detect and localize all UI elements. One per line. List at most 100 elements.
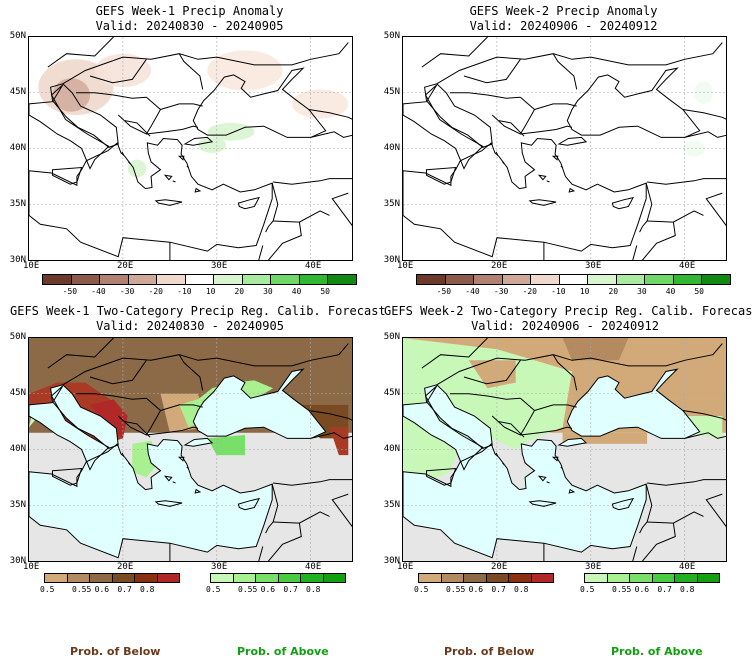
sea [403,385,483,470]
border-line [450,92,521,99]
above-colorbar-right [584,573,720,583]
coastline [557,437,588,447]
coastline [29,137,273,258]
border-line [682,109,726,120]
border-line [62,42,349,85]
colorbar-swatch [531,574,553,582]
colorbar-swatch [157,574,179,582]
coastline [403,438,647,559]
island [611,497,635,511]
border-line [160,103,203,110]
colorbar-swatch [675,574,698,582]
anomaly-colorbar-left [42,274,357,285]
island [560,165,563,168]
border-line [436,343,723,386]
colorbar-swatch [185,275,215,284]
border-line [258,546,264,561]
island [568,488,576,494]
colorbar-swatch [509,574,532,582]
colorbar-label: -50 [62,287,78,296]
lon-label: 40E [305,562,322,572]
border-line [641,222,676,260]
border-line [450,393,521,400]
colorbar-swatch [652,574,675,582]
border-line [632,245,638,260]
coastline [566,67,701,138]
sea [184,438,213,447]
colorbar-label: 0.8 [514,585,529,594]
colorbar-label: 0.5 [414,585,429,594]
colorbar-label: 0.8 [306,585,321,594]
border-line [705,493,726,528]
colorbar-label: 0.55 [446,585,466,594]
island [528,500,557,507]
island [186,165,189,168]
colorbar-label: 40 [665,287,676,296]
lat-label: 40N [9,444,26,454]
border-line [520,129,557,135]
colorbar-swatch [128,275,158,284]
colorbar-swatch [673,275,703,284]
colorbar-swatch [328,275,357,284]
border-line [117,96,162,135]
colorbar-label: 0.5 [40,585,55,594]
island [163,475,173,482]
lat-label: 35N [9,500,26,510]
sea [424,384,493,449]
colorbar-swatch [588,275,617,284]
colorbar-swatch [531,275,560,284]
colorbar-label: 0.8 [680,585,695,594]
colorbar-swatch [90,574,113,582]
sea [567,369,700,439]
lat-label: 50N [9,31,26,41]
lon-label: 30E [211,562,228,572]
border-line [491,397,536,436]
lon-label: 10E [23,261,40,271]
border-line [178,354,204,391]
border-line [555,125,573,130]
border-line [62,343,349,386]
border-line [160,404,203,411]
border-line [421,338,488,369]
prob-above-label-right: Prob. of Above [611,645,703,658]
island [121,151,125,156]
lat-label: 30N [383,556,400,566]
border-line [555,426,573,431]
border-line [498,421,525,438]
lat-label: 35N [9,199,26,209]
prob-above [403,338,572,495]
colorbar-swatch [135,574,158,582]
border-line [498,120,525,137]
colorbar-swatch [214,275,243,284]
prob-below-high [329,427,349,456]
colorbar-label: 0.6 [94,585,110,594]
island [172,180,176,183]
lat-label: 50N [9,332,26,342]
island [495,151,499,156]
colorbar-label: 30 [263,287,273,296]
colorbar-swatch [419,574,442,582]
colorbar-label: -50 [436,287,452,296]
border-line [534,103,577,110]
coastline [183,136,214,146]
island [186,466,189,469]
anomaly-shade [682,140,706,157]
coastline [192,368,327,439]
lat-label: 45N [383,87,400,97]
lon-label: 30E [585,562,602,572]
border-line [308,410,352,421]
anomaly-colorbar-right [416,274,731,285]
lon-label: 10E [397,261,414,271]
island [528,199,557,206]
coastline [557,136,588,146]
lat-label: 40N [383,444,400,454]
colorbar-label: 0.5 [580,585,595,594]
border-line [124,120,151,137]
border-line [647,178,726,185]
island [426,467,457,486]
colorbar-swatch [697,574,719,582]
island [194,488,202,494]
colorbar-swatch [299,275,329,284]
lat-label: 45N [9,388,26,398]
border-line [647,511,704,524]
